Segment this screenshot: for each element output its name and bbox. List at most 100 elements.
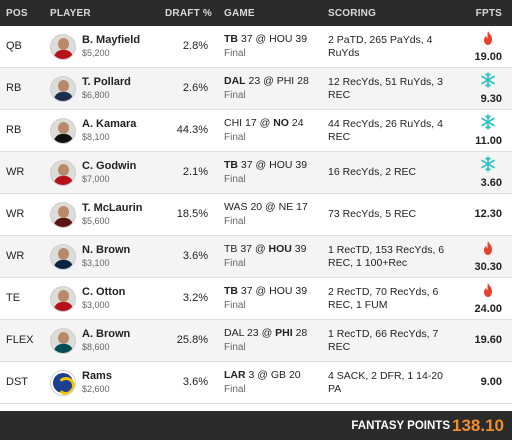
position-label: WR [6,166,25,178]
away-team: DAL [224,75,246,87]
home-team: HOU [269,33,293,45]
game-matchup[interactable]: TB 37 @ HOU 39 [224,159,308,171]
table-row[interactable]: DST Rams $2,600 3.6% LAR 3 @ GB 20 Final 4 SAC… [0,362,512,404]
fire-icon [480,30,496,46]
player-head [58,206,69,218]
scoring-summary: 2 RecTD, 70 RecYds, 6 REC, 1 FUM [328,286,439,311]
column-header-player[interactable]: PLAYER [50,8,91,19]
table-row[interactable]: RB T. Pollard $6,800 2.6% DAL 23 @ PHI 28 Fin… [0,68,512,110]
player-salary: $6,800 [82,90,110,100]
fantasy-points-value: 19.00 [474,51,502,63]
snowflake-icon [480,156,496,172]
player-name-link[interactable]: A. Kamara [82,118,137,130]
home-score: 39 [295,159,308,171]
team-logo[interactable] [50,370,76,396]
fantasy-points-label: FANTASY POINTS [351,420,450,432]
fantasy-points-value: 3.60 [480,177,502,189]
player-jersey [54,134,73,143]
player-name-link[interactable]: T. Pollard [82,76,131,88]
draft-percent: 18.5% [176,208,208,220]
player-avatar[interactable] [50,286,76,312]
player-jersey [54,50,73,59]
away-team: WAS [224,201,248,213]
away-team: DAL [224,327,245,339]
player-name-link[interactable]: Rams [82,370,112,382]
column-header-game[interactable]: GAME [224,8,255,19]
player-avatar[interactable] [50,160,76,186]
away-score: 20 [250,201,263,213]
game-matchup[interactable]: TB 37 @ HOU 39 [224,243,307,255]
column-header-pos[interactable]: POS [6,8,28,19]
scoring-summary: 44 RecYds, 26 RuYds, 4 REC [328,118,443,143]
player-head [58,290,69,302]
game-status: Final [224,342,246,353]
player-name-link[interactable]: T. McLaurin [82,202,143,214]
game-matchup[interactable]: DAL 23 @ PHI 28 [224,75,309,87]
away-score: 17 [245,117,257,129]
game-matchup[interactable]: LAR 3 @ GB 20 [224,369,301,381]
player-jersey [54,260,73,269]
table-row[interactable]: RB A. Kamara $8,100 44.3% CHI 17 @ NO 24 Fina… [0,110,512,152]
table-row[interactable]: QB B. Mayfield $5,200 2.8% TB 37 @ HOU 39 Fin… [0,26,512,68]
table-row[interactable]: FLEX A. Brown $8,600 25.8% DAL 23 @ PHI 28 Fi… [0,320,512,362]
player-salary: $5,600 [82,216,110,226]
draft-percent: 44.3% [176,124,208,136]
home-team: HOU [268,243,292,255]
player-salary: $8,100 [82,132,110,142]
player-avatar[interactable] [50,328,76,354]
table-row[interactable]: TE C. Otton $3,000 3.2% TB 37 @ HOU 39 Final 2… [0,278,512,320]
game-matchup[interactable]: WAS 20 @ NE 17 [224,201,308,213]
game-matchup[interactable]: DAL 23 @ PHI 28 [224,327,308,339]
position-label: TE [6,292,21,304]
scoring-summary: 16 RecYds, 2 REC [328,166,417,178]
player-avatar[interactable] [50,34,76,60]
fantasy-points-total: 138.10 [452,416,504,435]
scoring-summary: 73 RecYds, 5 REC [328,208,417,220]
fantasy-points-value: 24.00 [474,303,502,315]
fantasy-points-footer: FANTASY POINTS 138.10 [0,411,512,440]
position-label: DST [6,376,28,388]
player-name-link[interactable]: A. Brown [82,328,131,340]
game-matchup[interactable]: TB 37 @ HOU 39 [224,285,308,297]
player-name-link[interactable]: B. Mayfield [82,34,141,46]
away-score: 23 [246,327,259,339]
player-avatar[interactable] [50,118,76,144]
table-row[interactable]: WR T. McLaurin $5,600 18.5% WAS 20 @ NE 17 Fi… [0,194,512,236]
player-name-link[interactable]: N. Brown [82,244,131,256]
draft-percent: 2.6% [182,82,208,94]
table-row[interactable]: WR C. Godwin $7,000 2.1% TB 37 @ HOU 39 Final… [0,152,512,194]
column-header-scoring[interactable]: SCORING [328,8,377,19]
scoring-summary: 4 SACK, 2 DFR, 1 14-20 PA [328,370,443,395]
player-head [58,122,69,134]
home-score: 39 [294,243,307,255]
player-jersey [54,176,73,185]
player-avatar[interactable] [50,202,76,228]
player-salary: $5,200 [82,48,110,58]
away-score: 3 [248,369,255,381]
away-team: TB [224,243,238,255]
column-header-fpts[interactable]: FPTS [475,8,502,19]
away-team: TB [224,33,238,45]
table-header: POS PLAYER DRAFT % GAME SCORING FPTS [0,0,512,26]
away-team: TB [224,159,238,171]
player-avatar[interactable] [50,244,76,270]
player-salary: $2,600 [82,384,110,394]
away-score: 37 [240,33,253,45]
game-status: Final [224,132,246,143]
draft-percent: 3.6% [182,376,208,388]
player-avatar[interactable] [50,76,76,102]
home-team: NE [278,201,294,213]
home-team: PHI [276,75,295,87]
fantasy-points-value: 9.30 [480,93,502,105]
away-team: TB [224,285,238,297]
home-team: NO [273,117,289,129]
game-matchup[interactable]: TB 37 @ HOU 39 [224,33,308,45]
player-name-link[interactable]: C. Godwin [82,160,137,172]
table-row[interactable]: WR N. Brown $3,100 3.6% TB 37 @ HOU 39 Final 1… [0,236,512,278]
column-header-draft-percent[interactable]: DRAFT % [165,8,212,19]
fantasy-points-value: 9.00 [480,376,502,388]
game-matchup[interactable]: CHI 17 @ NO 24 [224,117,304,129]
game-status: Final [224,300,246,311]
player-name-link[interactable]: C. Otton [82,286,126,298]
scoring-summary: 1 RecTD, 153 RecYds, 6 REC, 1 100+Rec [328,244,445,269]
